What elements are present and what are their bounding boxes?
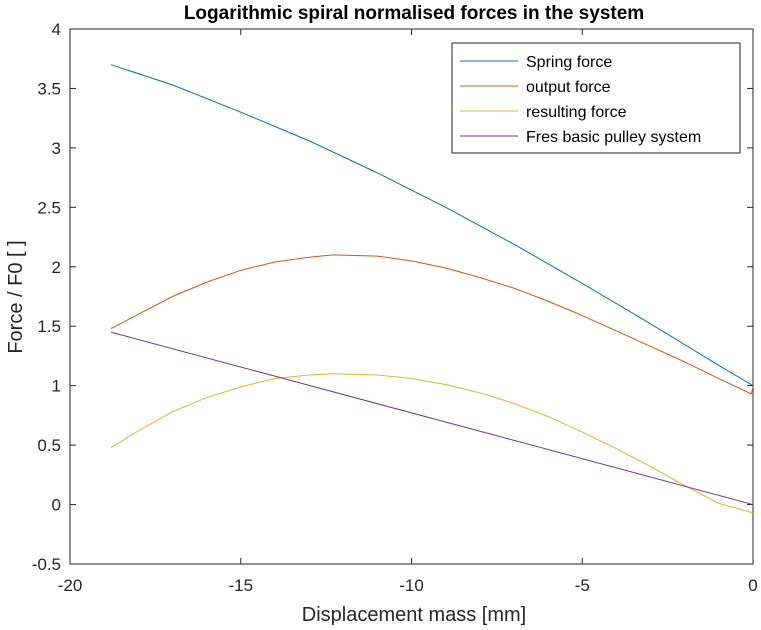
x-tick-label: -5 [575,576,590,595]
x-axis-label: Displacement mass [mm] [302,604,527,626]
chart-title: Logarithmic spiral normalised forces in … [184,3,644,24]
x-axis: -20 -15 -10 -5 0 [58,29,758,595]
x-tick-label: -10 [399,576,424,595]
y-tick-label: 1 [52,377,61,396]
series-line-2 [110,373,754,514]
y-tick-label: 4 [52,20,61,39]
y-axis-label: Force / F0 [ ] [5,240,27,353]
y-axis: -0.5 0 0.5 1 1.5 2 2.5 3 3.5 4 [32,20,753,574]
legend-entry: resulting force [526,104,627,121]
y-tick-label: 0 [52,496,61,515]
x-tick-label: 0 [748,576,757,595]
x-tick-label: -20 [58,576,83,595]
y-tick-label: 3.5 [37,79,61,98]
y-tick-label: 2.5 [37,198,61,217]
legend-entry: Fres basic pulley system [526,129,701,146]
y-tick-label: 3 [52,139,61,158]
series-line-1 [110,254,754,395]
x-tick-label: -15 [228,576,253,595]
plot-area: -20 -15 -10 -5 0 -0.5 0 0.5 1 1.5 2 2.5 3 3.5 4 [32,20,758,595]
y-tick-label: 1.5 [37,317,61,336]
legend-entry: output force [526,79,611,96]
legend-entry: Spring force [526,54,612,71]
series-lines [110,64,754,514]
y-tick-label: 2 [52,258,61,277]
series-line-3 [110,331,754,506]
y-tick-label: -0.5 [32,555,61,574]
y-tick-label: 0.5 [37,436,61,455]
series-line-0 [110,64,754,387]
legend: Spring force output force resulting force F… [451,42,741,154]
